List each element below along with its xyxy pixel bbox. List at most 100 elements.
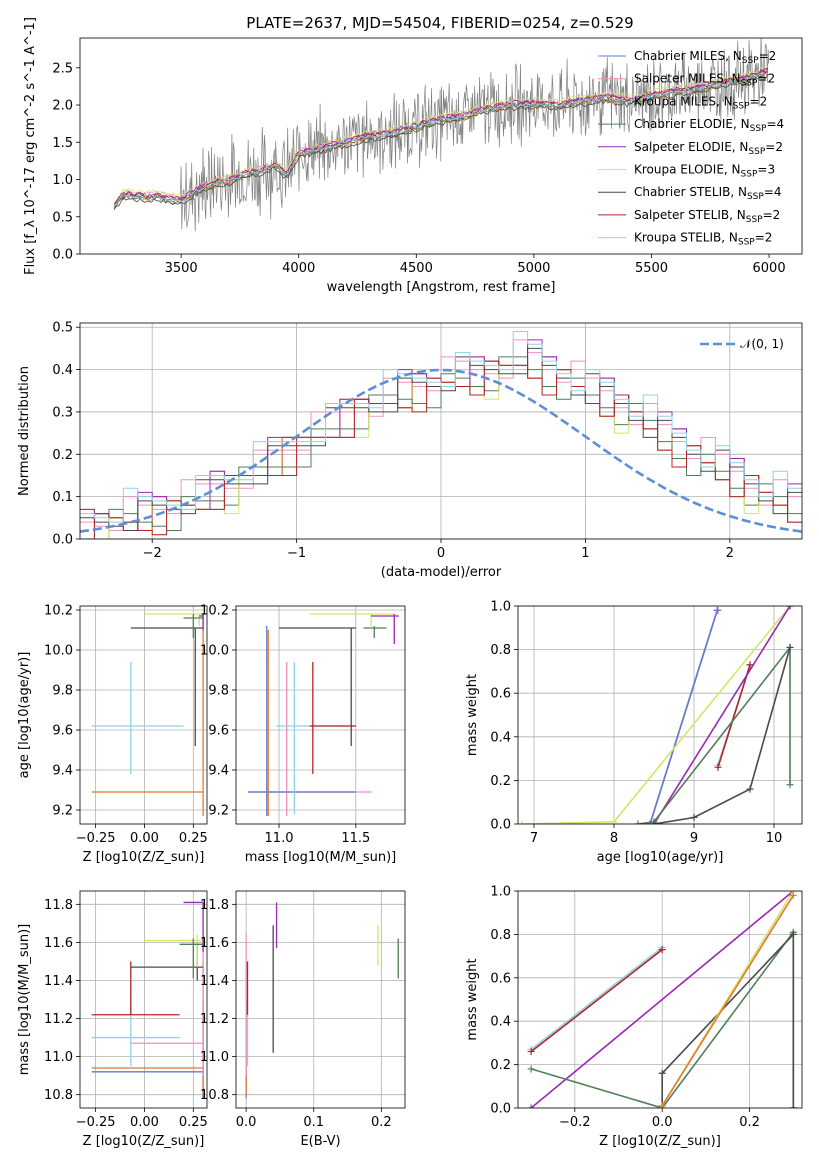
legend-entry: Salpeter STELIB, NSSP=2 [634, 208, 780, 225]
age_vs_Z-plot-area [80, 606, 207, 824]
plus-marker [650, 820, 658, 824]
y-tick-label: 0.8 [490, 643, 511, 658]
spectrum-data-line [114, 38, 770, 232]
legend-entry: Kroupa STELIB, NSSP=2 [634, 231, 772, 248]
y-tick-label: 0.0 [490, 1102, 511, 1117]
x-tick-label: 1 [581, 546, 589, 561]
axes-frame [517, 890, 803, 1109]
y-tick-label: 0.4 [490, 730, 511, 745]
plus-marker [527, 1065, 535, 1073]
x-tick-label: −0.25 [76, 1115, 116, 1130]
y-tick-label: 0.4 [52, 363, 73, 378]
legend-entry: Chabrier ELODIE, NSSP=4 [634, 117, 784, 134]
plus-marker [527, 1104, 535, 1108]
legend-entry: Salpeter ELODIE, NSSP=2 [634, 140, 783, 157]
x-tick-label: 6000 [753, 261, 786, 276]
plus-marker [713, 606, 721, 614]
y-tick-label: 11.0 [44, 1050, 73, 1065]
spectrum-panel: 3500 4000 4500 5000 5500 6000 0.0 0.5 1.0 1.5 2.0 2… [23, 17, 803, 295]
legend-entry: Salpeter MILES, NSSP=2 [634, 72, 775, 89]
mass-weight-series [661, 894, 794, 1107]
legend-entry: Chabrier MILES, NSSP=2 [634, 49, 776, 66]
mass_vs_EBV-panel: 0.0 0.1 0.2 10.8 11.0 11.2 11.4 11.6 11.8 E(B-V) [200, 890, 406, 1149]
legend-entry: Kroupa MILES, NSSP=2 [634, 94, 767, 111]
y-tick-label: 9.4 [52, 764, 73, 779]
mass_weight_vs_age-panel: 7 8 9 10 0.0 0.2 0.4 0.6 0.8 1.0 age [log10(age/yr… [465, 600, 803, 865]
x-axis-label: (data-model)/error [381, 565, 502, 580]
x-tick-label: −0.25 [76, 831, 116, 846]
y-tick-label: 9.6 [52, 724, 73, 739]
y-tick-label: 9.4 [208, 764, 229, 779]
mass_weight_vs_age-plot-area [518, 606, 802, 824]
plus-marker [786, 781, 794, 789]
model-line [113, 73, 769, 206]
model-line [113, 68, 769, 205]
plus-marker [518, 820, 526, 824]
plus-marker [746, 661, 754, 669]
age_vs_mass-panel: 11.0 11.5 9.2 9.4 9.6 9.8 10.0 10.2 mass [log10(… [200, 604, 406, 865]
axes-frame [235, 605, 406, 825]
mass-weight-series [653, 606, 791, 824]
mass_weight_vs_Z-panel: −0.2 0.0 0.2 0.0 0.2 0.4 0.6 0.8 1.0 Z [log10(Z/Z… [465, 885, 803, 1149]
x-tick-label: 0.0 [236, 1115, 257, 1130]
mass_vs_EBV-plot-area [236, 891, 405, 1108]
axes-frame [79, 605, 208, 825]
y-tick-label: 1.0 [490, 600, 511, 615]
axes-frame [79, 37, 803, 255]
y-tick-label: 0.5 [52, 321, 73, 336]
x-axis-label: Z [log10(Z/Z_sun)] [83, 1134, 205, 1149]
y-tick-label: 9.2 [52, 804, 73, 819]
y-tick-label: 11.4 [44, 974, 73, 989]
y-tick-label: 0.0 [52, 248, 73, 263]
x-tick-label: −1 [287, 546, 306, 561]
x-tick-label: 5500 [635, 261, 668, 276]
y-tick-label: 0.0 [52, 533, 73, 548]
y-tick-label: 0.3 [52, 405, 73, 420]
x-tick-label: 4500 [400, 261, 433, 276]
y-tick-label: 2.5 [52, 61, 73, 76]
y-tick-label: 9.6 [208, 724, 229, 739]
x-tick-label: 9 [690, 831, 698, 846]
x-tick-label: 0.00 [130, 1115, 159, 1130]
y-tick-label: 10.8 [44, 1088, 73, 1103]
x-tick-label: 0.2 [739, 1115, 760, 1130]
y-tick-label: 0.0 [490, 818, 511, 833]
y-tick-label: 11.2 [200, 1012, 229, 1027]
x-axis-label: Z [log10(Z/Z_sun)] [599, 1134, 721, 1149]
axes-frame [517, 605, 803, 825]
y-tick-label: 11.4 [200, 974, 229, 989]
age_vs_mass-plot-area [236, 606, 405, 824]
y-tick-label: 0.5 [52, 210, 73, 225]
y-tick-label: 0.6 [490, 971, 511, 986]
plus-marker [789, 891, 797, 899]
axes-frame [235, 890, 406, 1109]
plus-marker [610, 818, 618, 824]
plus-marker [789, 1104, 797, 1108]
y-axis-label: Flux [f_λ 10^-17 erg cm^-2 s^-1 A^-1] [23, 17, 38, 275]
mass-weight-series [637, 645, 791, 824]
spectrum-plot-area [113, 38, 770, 232]
plus-marker [634, 820, 642, 824]
mass_vs_Z-plot-area [80, 891, 207, 1108]
age_vs_Z-panel: −0.25 0.00 0.25 9.2 9.4 9.6 9.8 10.0 10.2 Z [log1… [17, 604, 208, 866]
x-tick-label: 5000 [517, 261, 550, 276]
y-tick-label: 10.2 [200, 604, 229, 619]
plus-marker [658, 946, 666, 954]
x-axis-label: wavelength [Angstrom, rest frame] [327, 280, 556, 295]
y-tick-label: 0.8 [490, 928, 511, 943]
mass-weight-series [649, 610, 718, 824]
y-tick-label: 11.8 [200, 898, 229, 913]
x-tick-label: −0.2 [559, 1115, 591, 1130]
x-axis-label: E(B-V) [300, 1134, 340, 1149]
y-tick-label: 10.0 [44, 644, 73, 659]
y-tick-label: 11.2 [44, 1012, 73, 1027]
model-line [113, 73, 769, 211]
x-tick-label: 0 [437, 546, 445, 561]
y-tick-label: 1.5 [52, 136, 73, 151]
plus-marker [786, 606, 794, 610]
x-tick-label: 10 [766, 831, 783, 846]
y-tick-label: 11.6 [200, 936, 229, 951]
y-tick-label: 9.8 [52, 684, 73, 699]
x-tick-label: 0.00 [130, 831, 159, 846]
